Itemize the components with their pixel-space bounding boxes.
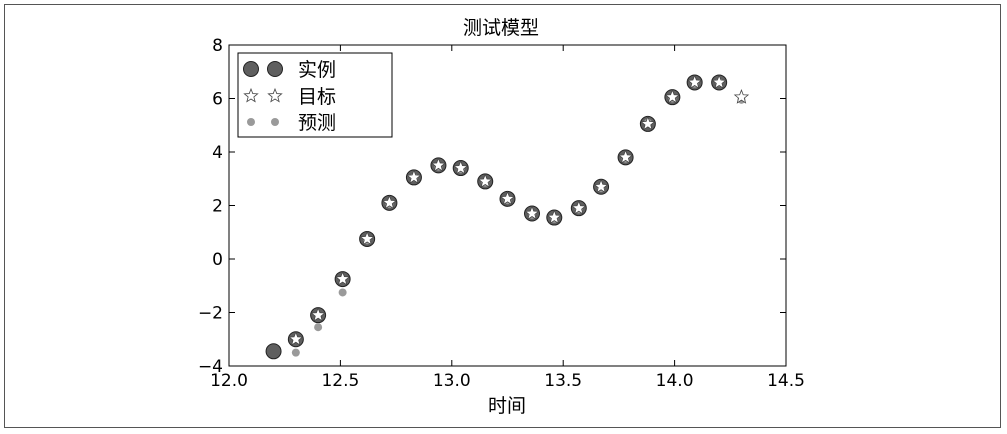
chart-title: 测试模型: [463, 17, 539, 39]
point-star: [430, 157, 447, 172]
point-star: [571, 200, 587, 215]
x-tick-label: 14.0: [656, 371, 694, 391]
point-star: [499, 190, 516, 206]
y-tick-label: 2: [212, 197, 223, 217]
x-tick-label: 13.0: [433, 371, 471, 391]
legend-marker-large-circle: [267, 61, 283, 77]
point-star: [381, 194, 398, 210]
point-star: [640, 115, 656, 131]
legend-marker-large-circle: [243, 61, 259, 77]
point-star: [546, 209, 563, 225]
legend-marker-star: [243, 87, 259, 103]
legend-box: [237, 52, 393, 138]
x-axis: 12.0 12.5 13.0 13.5 14.0 14.5: [210, 45, 805, 391]
x-tick-label: 12.5: [321, 371, 359, 391]
x-tick-label: 12.0: [210, 371, 248, 391]
legend-label: 实例: [298, 59, 336, 81]
point-star: [334, 270, 351, 286]
y-tick-label: −2: [198, 304, 223, 324]
point-small-circle: [338, 288, 347, 297]
y-tick-label: 8: [212, 36, 223, 56]
point-star: [452, 159, 469, 175]
y-tick-label: 4: [212, 143, 223, 163]
y-axis: −4 −2 0 2 4 6 8: [198, 36, 786, 377]
y-tick-label: 6: [212, 90, 223, 110]
legend-marker-small-circle: [271, 118, 279, 126]
point-small-circle: [291, 348, 300, 357]
point-star: [310, 307, 326, 322]
point-star: [686, 74, 703, 90]
x-tick-label: 13.5: [544, 371, 582, 391]
legend-marker-small-circle: [247, 118, 255, 126]
legend-label: 预测: [298, 112, 336, 134]
point-star: [406, 169, 422, 184]
legend-label: 目标: [298, 86, 336, 108]
point-star: [288, 331, 304, 346]
x-axis-label: 时间: [488, 395, 526, 417]
point-star: [711, 74, 727, 90]
point-large-circle: [265, 343, 282, 360]
point-star: [359, 230, 375, 246]
point-small-circle: [314, 323, 323, 332]
point-star: [617, 149, 634, 164]
x-tick-label: 14.5: [767, 371, 805, 391]
y-tick-label: 0: [212, 250, 223, 270]
legend-marker-star: [267, 87, 283, 103]
y-tick-label: −4: [198, 357, 223, 377]
point-star: [477, 173, 493, 188]
data-marks: [265, 74, 750, 360]
point-star: [733, 89, 750, 104]
point-star: [664, 89, 681, 104]
point-star: [524, 205, 540, 221]
point-star: [593, 178, 609, 194]
